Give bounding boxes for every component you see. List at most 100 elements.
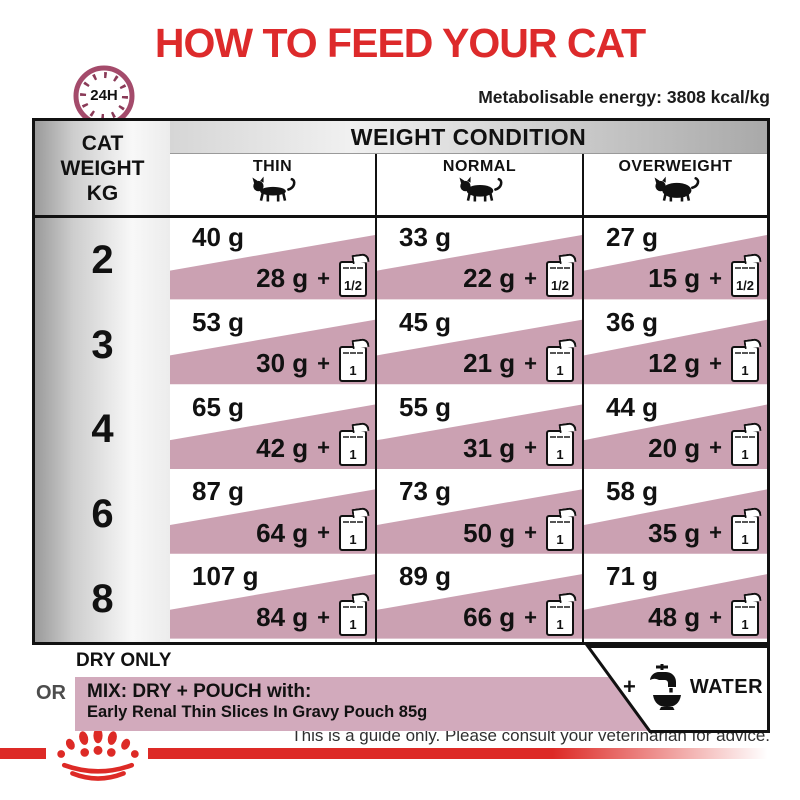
clock-label: 24H bbox=[90, 87, 118, 104]
column-normal: NORMAL bbox=[375, 154, 582, 215]
column-overweight: OVERWEIGHT bbox=[582, 154, 767, 215]
mix-legend-band: MIX: DRY + POUCH with: Early Renal Thin … bbox=[75, 677, 655, 731]
dry-amount: 55 g bbox=[399, 391, 452, 422]
mix-amount: 28 g bbox=[256, 263, 309, 294]
plus-sign: + bbox=[709, 435, 722, 461]
dry-amount: 58 g bbox=[606, 476, 659, 507]
plus-sign: + bbox=[524, 350, 537, 376]
dry-amount: 73 g bbox=[399, 476, 452, 507]
pouch-flap bbox=[743, 252, 762, 264]
mix-title: MIX: DRY + POUCH with: bbox=[87, 681, 312, 702]
pouch-count: 1 bbox=[556, 447, 564, 463]
pouch-icon: 1 bbox=[546, 422, 577, 467]
dry-amount: 65 g bbox=[192, 391, 245, 422]
pouch-count: 1 bbox=[556, 616, 564, 632]
plus-sign: + bbox=[524, 604, 537, 630]
dry-amount: 44 g bbox=[606, 391, 659, 422]
mix-amount: 42 g bbox=[256, 432, 309, 463]
pouch-count: 1/2 bbox=[550, 277, 570, 293]
or-label: OR bbox=[36, 682, 66, 704]
plus-sign: + bbox=[524, 520, 537, 546]
pouch-count: 1 bbox=[349, 447, 357, 463]
cat-weight-value: 4 bbox=[35, 387, 170, 473]
table-header: CAT WEIGHT KG WEIGHT CONDITION THIN bbox=[35, 121, 767, 218]
mix-product: Early Renal Thin Slices In Gravy Pouch 8… bbox=[87, 703, 428, 721]
pouch-icon: 1 bbox=[339, 507, 370, 552]
ration-cell: 87 g 64 g +1 bbox=[170, 472, 375, 557]
plus-sign: + bbox=[709, 265, 722, 291]
mix-amount: 30 g bbox=[256, 348, 309, 379]
thin-cat-icon bbox=[251, 176, 296, 202]
dry-only-label: DRY ONLY bbox=[76, 650, 172, 671]
mix-amount: 48 g bbox=[648, 602, 701, 633]
table-row: 4 65 g 42 g +1 55 g 31 g +1 44 g 20 g +1 bbox=[35, 387, 767, 473]
plus-sign: + bbox=[317, 435, 330, 461]
plus-sign: + bbox=[709, 350, 722, 376]
cat-weight-value: 6 bbox=[35, 472, 170, 558]
pouch-icon: 1 bbox=[339, 591, 370, 636]
table-row: 6 87 g 64 g +1 73 g 50 g +1 58 g 35 g +1 bbox=[35, 472, 767, 558]
pouch-icon: 1 bbox=[731, 422, 762, 467]
ration-cell: 73 g 50 g +1 bbox=[375, 472, 582, 558]
pouch-count: 1 bbox=[349, 616, 357, 632]
pouch-flap bbox=[558, 252, 577, 264]
mix-amount: 15 g bbox=[648, 263, 701, 294]
mix-amount: 12 g bbox=[648, 348, 701, 379]
ration-cell: 40 g 28 g +1/2 bbox=[170, 218, 375, 303]
ration-cell: 33 g 22 g +1/2 bbox=[375, 218, 582, 303]
ration-cell: 89 g 66 g +1 bbox=[375, 557, 582, 642]
column-label: THIN bbox=[252, 158, 293, 175]
pouch-icon: 1 bbox=[546, 591, 577, 636]
ration-cell: 36 g 12 g +1 bbox=[582, 302, 767, 388]
pouch-count: 1 bbox=[349, 532, 357, 548]
weight-header-line: CAT bbox=[81, 131, 124, 155]
weight-header-line: WEIGHT bbox=[60, 156, 145, 180]
pouch-count: 1 bbox=[556, 532, 564, 548]
weight-column-header: CAT WEIGHT KG bbox=[35, 121, 170, 215]
plus-sign: + bbox=[524, 265, 537, 291]
mix-amount: 31 g bbox=[463, 432, 516, 463]
pouch-flap bbox=[351, 591, 370, 604]
24h-clock-icon: 24H bbox=[71, 63, 137, 129]
pouch-flap bbox=[743, 422, 762, 434]
pouch-count: 1 bbox=[741, 447, 749, 463]
cat-weight-value: 8 bbox=[35, 557, 170, 642]
dry-amount: 53 g bbox=[192, 306, 245, 337]
footer-bar-left bbox=[0, 748, 46, 759]
page-title: HOW TO FEED YOUR CAT bbox=[154, 20, 646, 66]
pouch-icon: 1 bbox=[731, 337, 762, 382]
mix-amount: 66 g bbox=[463, 602, 516, 633]
condition-subheader: THIN NORMAL bbox=[170, 154, 767, 215]
pouch-flap bbox=[351, 252, 370, 264]
pouch-flap bbox=[558, 591, 577, 604]
condition-header-block: WEIGHT CONDITION THIN NORMAL bbox=[170, 121, 767, 215]
pouch-icon: 1 bbox=[546, 337, 577, 382]
dry-amount: 71 g bbox=[606, 561, 659, 592]
dry-amount: 107 g bbox=[192, 561, 259, 592]
water-box-outline bbox=[585, 645, 770, 733]
pouch-flap bbox=[351, 507, 370, 519]
mix-amount: 21 g bbox=[463, 348, 516, 379]
dry-amount: 27 g bbox=[606, 222, 659, 252]
energy-note: Metabolisable energy: 3808 kcal/kg bbox=[478, 87, 770, 107]
dry-amount: 40 g bbox=[192, 222, 245, 252]
pouch-flap bbox=[351, 422, 370, 434]
pouch-icon: 1 bbox=[546, 507, 577, 552]
ration-cell: 71 g 48 g +1 bbox=[582, 557, 767, 642]
water-tap-icon bbox=[649, 664, 681, 710]
pouch-count: 1 bbox=[349, 362, 357, 378]
column-label: OVERWEIGHT bbox=[618, 158, 733, 175]
pouch-icon: 1 bbox=[339, 422, 370, 467]
dry-amount: 33 g bbox=[399, 222, 452, 252]
water-plus-sign: + bbox=[622, 674, 636, 699]
pouch-flap bbox=[743, 591, 762, 604]
mix-amount: 64 g bbox=[256, 517, 309, 548]
pouch-flap bbox=[743, 507, 762, 519]
pouch-icon: 1/2 bbox=[339, 252, 370, 297]
plus-sign: + bbox=[524, 435, 537, 461]
column-label: NORMAL bbox=[442, 158, 517, 175]
royal-canin-crown-logo bbox=[54, 727, 142, 785]
normal-cat-icon bbox=[458, 176, 503, 202]
water-callout: + WATER bbox=[558, 645, 770, 735]
mix-amount: 22 g bbox=[463, 263, 516, 294]
